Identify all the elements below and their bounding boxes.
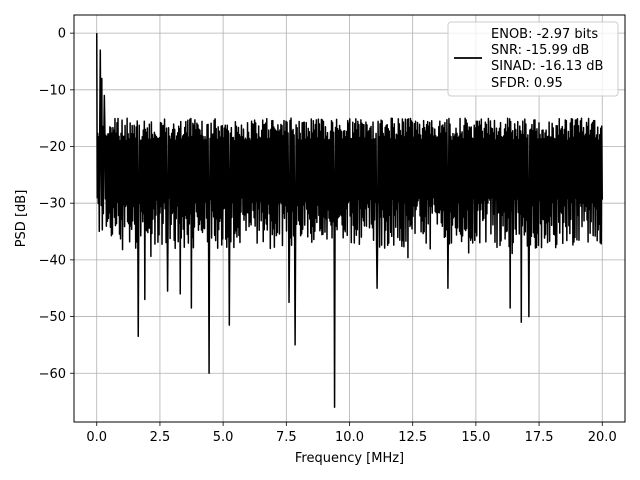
psd-series-line [96, 33, 603, 409]
x-tick-label: 0.0 [86, 430, 107, 445]
x-tick-label: 12.5 [398, 430, 427, 445]
y-axis-ticks: 0 −10 −20 −30 −40 −50 −60 [39, 27, 74, 382]
x-tick-label: 20.0 [588, 430, 617, 445]
x-tick-label: 7.5 [276, 430, 297, 445]
x-tick-label: 5.0 [213, 430, 234, 445]
legend-line-snr: SNR: -15.99 dB [491, 43, 589, 58]
series [96, 33, 603, 409]
y-tick-label: −40 [39, 253, 66, 268]
legend-line-sinad: SINAD: -16.13 dB [491, 59, 603, 74]
x-tick-label: 2.5 [150, 430, 171, 445]
x-axis-label: Frequency [MHz] [295, 451, 404, 466]
legend-line-sfdr: SFDR: 0.95 [491, 76, 563, 91]
y-tick-label: 0 [58, 27, 66, 42]
x-axis-ticks: 0.0 2.5 5.0 7.5 10.0 12.5 15.0 17.5 20.0 [86, 422, 617, 445]
y-tick-label: −30 [39, 197, 66, 212]
x-tick-label: 17.5 [525, 430, 554, 445]
legend-line-enob: ENOB: -2.97 bits [491, 27, 598, 42]
y-tick-label: −10 [39, 83, 66, 98]
legend-box [447, 21, 619, 97]
x-tick-label: 15.0 [461, 430, 490, 445]
y-tick-label: −50 [39, 310, 66, 325]
legend: ENOB: -2.97 bits SNR: -15.99 dB SINAD: -… [447, 21, 619, 97]
y-tick-label: −20 [39, 140, 66, 155]
y-tick-label: −60 [39, 367, 66, 382]
x-tick-label: 10.0 [335, 430, 364, 445]
y-axis-label: PSD [dB] [14, 190, 29, 248]
